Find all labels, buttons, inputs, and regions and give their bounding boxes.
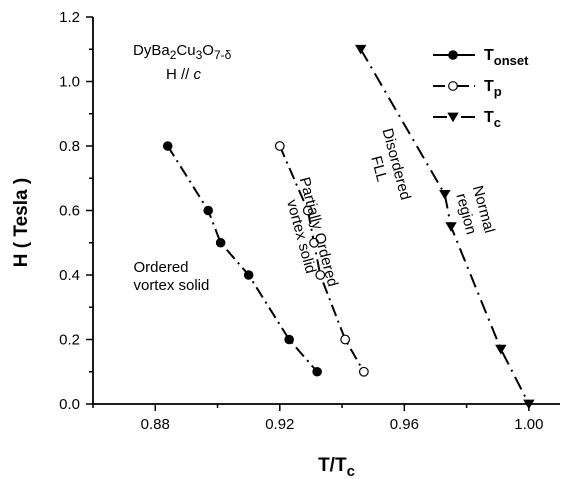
data-point [215,237,226,248]
legend-marker [448,50,458,60]
data-point [309,237,319,248]
region-label-line: vortex solid [133,277,209,294]
y-tick-label: 0.4 [59,267,80,284]
x-axis-title: T/Tc [318,455,355,479]
region-label-line: FLL [367,154,390,183]
data-point [302,205,313,216]
legend-label: Tp [484,78,502,99]
data-point [445,222,457,232]
sample-formula: DyBa2Cu3O7-δ [133,42,232,62]
data-point [355,44,367,55]
legend-label: Tc [484,109,501,130]
series-line-2 [359,48,530,405]
x-tick-label: 0.88 [141,416,170,433]
field-direction: H // c [166,66,202,83]
legend-marker [447,112,459,123]
region-label-line: Ordered [133,259,188,276]
y-axis-title: H ( Tesla ) [11,178,32,267]
y-tick-label: 1.2 [59,9,80,26]
data-point [162,141,173,151]
data-point [203,205,213,216]
data-point [439,189,451,200]
data-point [312,366,322,377]
x-tick-label: 0.92 [265,416,294,433]
series-line-0 [166,145,318,373]
y-tick-label: 0.8 [59,138,80,155]
y-tick-label: 0.2 [59,332,80,349]
data-point [315,270,326,280]
y-tick-label: 1.0 [59,74,80,91]
y-tick-label: 0.0 [59,396,80,413]
data-point [495,344,507,355]
data-point [243,270,254,280]
legend-label: Tonset [484,47,529,68]
legend-marker [448,81,458,91]
data-point [274,141,285,151]
y-tick-label: 0.6 [59,203,80,220]
x-tick-label: 1.00 [514,416,543,433]
series-line-1 [278,145,365,373]
data-point [340,334,351,345]
data-point [358,366,369,377]
x-tick-label: 0.96 [390,416,419,433]
data-point [284,334,294,345]
